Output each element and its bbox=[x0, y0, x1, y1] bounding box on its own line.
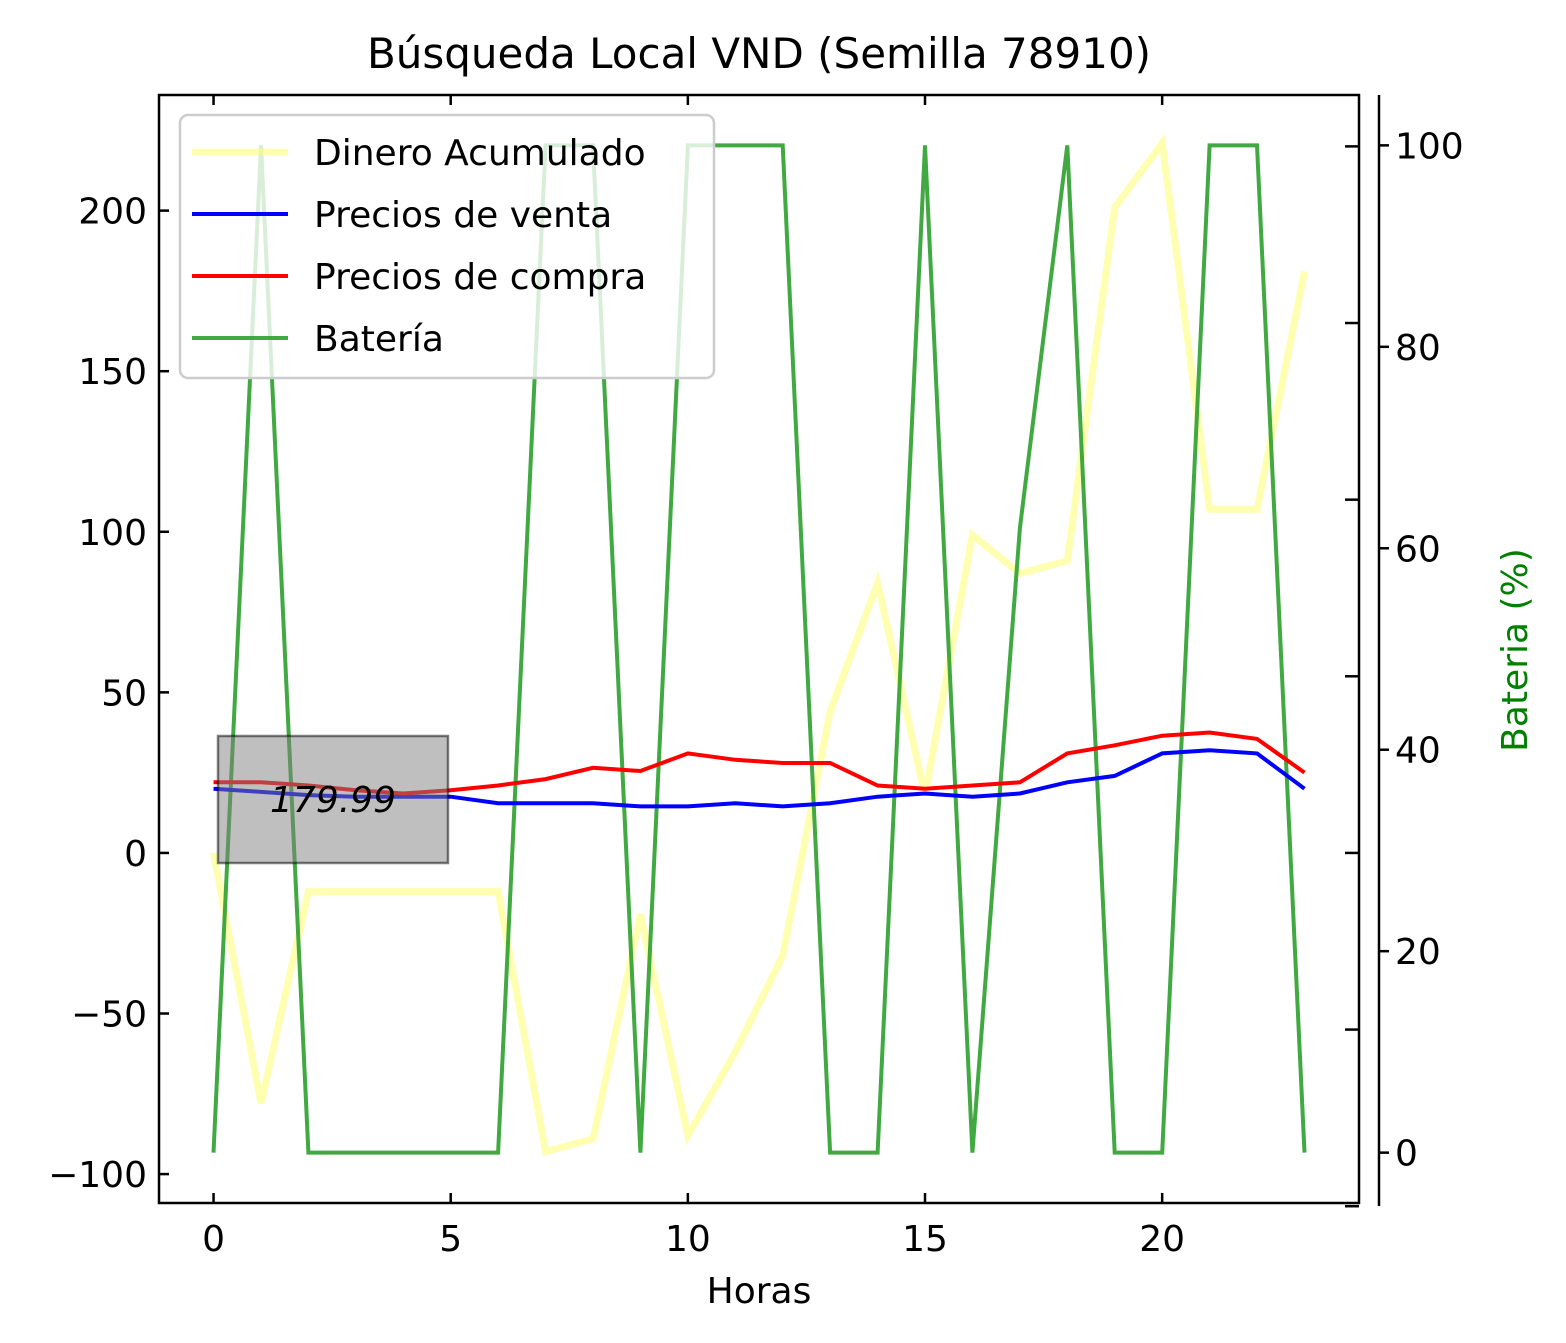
y-tick-label: −100 bbox=[48, 1155, 147, 1196]
y2-tick-label: 100 bbox=[1395, 126, 1464, 167]
y-tick-label: 100 bbox=[78, 513, 147, 554]
y-axis-right: 0 20 40 60 80 100 bbox=[1379, 126, 1464, 1175]
annotation-box bbox=[216, 734, 450, 865]
y-tick-label: 150 bbox=[78, 352, 147, 393]
legend-frame bbox=[178, 113, 716, 380]
x-tick-label: 10 bbox=[665, 1219, 711, 1260]
x-axis: 0 5 10 15 20 bbox=[202, 95, 1185, 1260]
plot-frame bbox=[157, 93, 1361, 1205]
x-tick-label: 5 bbox=[439, 1219, 462, 1260]
y-tick-label: 0 bbox=[124, 834, 147, 875]
series-line-1 bbox=[210, 134, 1308, 1156]
y2-tick-label: 80 bbox=[1395, 328, 1441, 369]
y2-tick-label: 0 bbox=[1395, 1134, 1418, 1175]
annotation: 179.99 bbox=[216, 734, 450, 865]
legend-label-4: Batería bbox=[314, 319, 444, 360]
y2-tick-label: 40 bbox=[1395, 731, 1441, 772]
legend-label-2: Precios de venta bbox=[314, 195, 612, 236]
chart-title: Búsqueda Local VND (Semilla 78910) bbox=[367, 29, 1151, 78]
y-tick-label: 200 bbox=[78, 192, 147, 233]
y-axis-left: −100 −50 0 50 100 150 200 bbox=[48, 192, 169, 1196]
series-line-4 bbox=[211, 143, 1307, 1155]
y2-tick-label: 20 bbox=[1395, 932, 1441, 973]
x-tick-label: 0 bbox=[202, 1219, 225, 1260]
y-tick-label: 50 bbox=[101, 673, 147, 714]
y-tick-label: −50 bbox=[71, 995, 147, 1036]
legend: Dinero Acumulado Precios de venta Precios … bbox=[178, 113, 716, 380]
legend-label-3: Precios de compra bbox=[314, 257, 646, 298]
x-tick-label: 20 bbox=[1139, 1219, 1185, 1260]
y-axis-right-title: Bateria (%) bbox=[1495, 548, 1536, 752]
x-tick-label: 15 bbox=[902, 1219, 948, 1260]
annotation-text: 179.99 bbox=[270, 780, 396, 821]
legend-label-1: Dinero Acumulado bbox=[314, 133, 646, 174]
x-axis-title: Horas bbox=[707, 1271, 812, 1312]
frame-ticks bbox=[1345, 145, 1359, 1208]
y2-tick-label: 60 bbox=[1395, 529, 1441, 570]
